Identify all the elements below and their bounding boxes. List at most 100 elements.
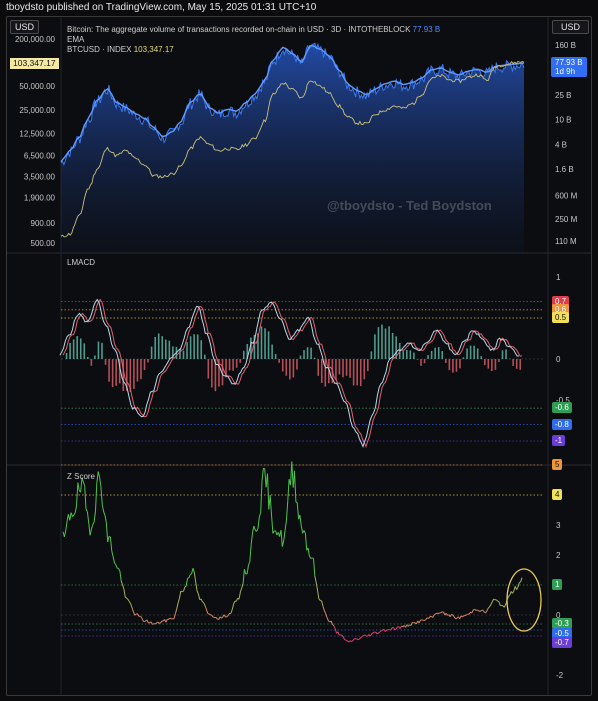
zscore-segment: [223, 614, 226, 618]
zscore-segment: [468, 611, 471, 615]
zscore-segment: [225, 616, 227, 618]
zscore-segment: [331, 623, 335, 627]
zscore-segment: [184, 585, 187, 588]
chart-canvas[interactable]: 200,000.00100,000.0050,000.0025,000.0012…: [7, 17, 592, 696]
zscore-segment: [315, 582, 318, 591]
zscore-segment: [280, 530, 283, 547]
zscore-segment: [375, 631, 378, 635]
zscore-segment: [407, 624, 410, 627]
zscore-segment: [188, 574, 191, 579]
volume-tag-value: 77.93 B: [555, 58, 583, 67]
legend-btc-label: BTCUSD · INDEX: [67, 45, 132, 54]
lmacd-title[interactable]: LMACD: [67, 258, 96, 267]
legend-series-title: Bitcoin: The aggregate volume of transac…: [67, 25, 411, 34]
lmacd-axis-tick: -0.5: [556, 396, 570, 405]
zscore-segment: [466, 613, 469, 616]
zscore-segment: [88, 522, 91, 536]
zscore-segment: [77, 482, 80, 491]
zscore-segment: [392, 627, 396, 631]
zscore-segment: [482, 609, 485, 613]
zscore-segment: [81, 477, 84, 482]
zscore-segment: [105, 522, 109, 542]
zscore-segment: [95, 483, 98, 512]
zscore-segment: [447, 614, 450, 616]
zscore-segment: [281, 540, 285, 547]
zscore-segment: [490, 601, 493, 605]
zscore-segment: [123, 589, 126, 598]
zscore-segment: [304, 533, 308, 551]
zscore-segment: [310, 557, 313, 559]
zscore-segment: [432, 615, 435, 618]
zscore-segment: [325, 613, 328, 618]
zscore-segment: [495, 599, 498, 602]
zscore-segment: [190, 573, 192, 575]
zscore-segment: [311, 557, 314, 559]
zscore-segment: [177, 598, 180, 604]
zscore-segment: [326, 617, 329, 621]
currency-left-button[interactable]: USD: [10, 20, 40, 34]
zscore-segment: [260, 480, 263, 513]
zscore-segment: [372, 631, 375, 634]
zscore-segment: [111, 550, 114, 557]
zscore-segment: [202, 601, 205, 604]
zscore-segment: [132, 611, 136, 616]
zscore-segment: [269, 495, 272, 515]
zscore-segment: [267, 473, 270, 510]
lmacd-signal-line: [62, 298, 523, 449]
zscore-segment: [313, 558, 316, 576]
zscore-segment: [246, 564, 249, 574]
lmacd-level-tag: -1: [552, 435, 566, 446]
zscore-segment: [185, 578, 189, 586]
currency-right-button[interactable]: USD: [552, 20, 590, 34]
zscore-segment: [257, 517, 260, 529]
zscore-title[interactable]: Z Score: [67, 472, 96, 481]
lmacd-line: [59, 298, 520, 449]
zscore-segment: [120, 580, 124, 586]
volume-tag-timer: 1d 9h: [555, 67, 576, 76]
chart-frame[interactable]: 200,000.00100,000.0050,000.0025,000.0012…: [6, 16, 592, 696]
axes: 200,000.00100,000.0050,000.0025,000.0012…: [15, 35, 578, 680]
zscore-segment: [181, 590, 184, 593]
zscore-segment: [82, 481, 86, 487]
zscore-segment: [390, 627, 393, 631]
right-axis-tick: 110 M: [555, 237, 577, 246]
main-legend: Bitcoin: The aggregate volume of transac…: [67, 25, 440, 55]
zscore-segment: [108, 535, 111, 538]
zscore-segment: [484, 610, 488, 614]
lmacd-axis-tick: 0: [556, 355, 561, 364]
zscore-segment: [283, 530, 286, 541]
left-axis-tick: 900.00: [31, 219, 56, 228]
zscore-segment: [92, 521, 95, 525]
zscore-segment: [401, 625, 404, 628]
zscore-segment: [173, 613, 176, 619]
zscore-segment: [142, 620, 145, 623]
zscore-segment: [233, 600, 236, 605]
zscore-segment: [517, 582, 520, 588]
zscore-segment: [435, 612, 437, 615]
zscore-segment: [249, 544, 252, 562]
zscore-segment: [341, 634, 344, 638]
zscore-segment: [69, 512, 72, 521]
zscore-level-tag: -0.7: [552, 637, 572, 648]
legend-btc-row[interactable]: BTCUSD · INDEX 103,347.17: [67, 45, 440, 55]
legend-series-row[interactable]: Bitcoin: The aggregate volume of transac…: [67, 25, 440, 35]
zscore-segment: [364, 634, 367, 637]
zscore-pane: [61, 461, 544, 643]
zscore-segment: [241, 583, 244, 589]
zscore-segment: [80, 477, 83, 493]
legend-ema[interactable]: EMA: [67, 35, 85, 44]
zscore-axis-tick: 3: [556, 521, 561, 530]
zscore-segment: [178, 591, 182, 599]
zscore-segment: [503, 603, 507, 608]
zscore-segment: [445, 613, 448, 616]
zscore-segment: [86, 511, 90, 523]
zscore-segment: [516, 586, 519, 590]
lmacd-pane: [59, 298, 544, 449]
right-axis-tick: 1.6 B: [555, 165, 574, 174]
zscore-segment: [256, 528, 259, 532]
zscore-segment: [264, 468, 267, 488]
zscore-segment: [451, 613, 454, 616]
zscore-segment: [146, 619, 149, 624]
zscore-segment: [471, 609, 474, 614]
right-axis-tick: 25 B: [555, 91, 571, 100]
